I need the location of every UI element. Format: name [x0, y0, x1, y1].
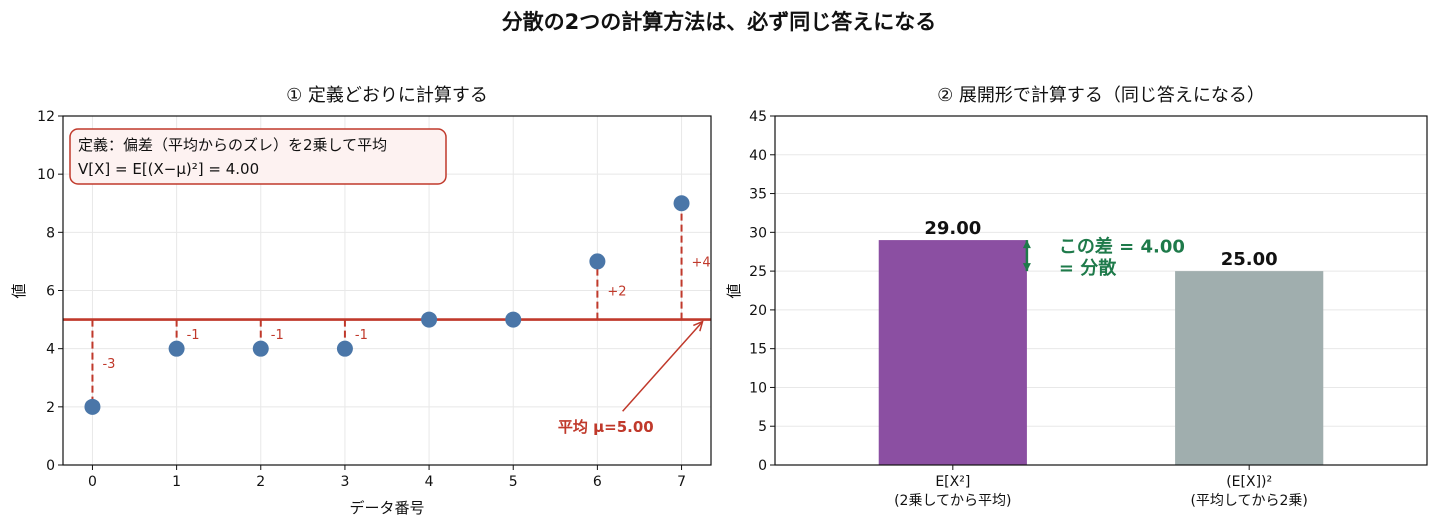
difference-annotation-line1: この差 = 4.00 [1059, 235, 1185, 257]
deviation-label: -1 [355, 328, 368, 343]
bar [878, 240, 1027, 465]
data-point [505, 311, 522, 328]
right-y-tick-label: 15 [749, 342, 767, 358]
mean-annotation-arrow [622, 321, 704, 412]
data-point [421, 311, 438, 328]
bar-value-label: 29.00 [924, 218, 981, 239]
right-grid [775, 115, 1427, 466]
deviation-label: -1 [271, 328, 284, 343]
right-y-tick-label: 45 [749, 109, 767, 125]
left-y-tick-label: 12 [37, 109, 55, 125]
difference-annotation-line2: = 分散 [1059, 257, 1117, 279]
data-point [673, 195, 690, 212]
right-y-tick-label: 35 [749, 187, 767, 203]
left-x-axis-label: データ番号 [349, 499, 424, 517]
data-point [84, 398, 101, 415]
left-y-tick-label: 0 [46, 458, 55, 474]
left-x-tick-label: 0 [88, 474, 97, 490]
left-y-axis-label: 値 [10, 283, 28, 298]
data-point [168, 340, 185, 357]
right-y-tick-label: 30 [749, 225, 767, 241]
right-y-tick-label: 20 [749, 303, 767, 319]
right-x-tick-label-line2: (平均してから2乗) [1190, 493, 1307, 509]
right-y-axis-label: 値 [725, 283, 743, 298]
right-x-tick-label-line2: (2乗してから平均) [894, 493, 1011, 509]
left-x-tick-label: 6 [593, 474, 602, 490]
definition-box-frame [69, 128, 447, 185]
left-chart-title: ① 定義どおりに計算する [286, 85, 488, 106]
bar [1175, 271, 1324, 465]
right-y-tick-label: 40 [749, 148, 767, 164]
deviation-label: -3 [102, 357, 115, 372]
right-x-tick-label-line1: E[X²] [935, 474, 970, 490]
data-point [589, 253, 606, 270]
left-x-tick-label: 7 [677, 474, 686, 490]
right-chart: ② 展開形で計算する（同じ答えになる） 29.00 25.00 この差 = 4.00… [725, 85, 1428, 509]
left-x-tick-label: 2 [256, 474, 265, 490]
right-ticks: 0 5 10 15 20 25 30 35 40 45 E[X²] (2乗してから平均) (E[X])²… [749, 109, 1308, 509]
right-y-tick-label: 5 [758, 419, 767, 435]
left-y-tick-label: 4 [46, 342, 55, 358]
left-marks: -3 -1 -1 -1 +2 +4 平均 μ=5.00 [63, 195, 711, 436]
left-y-tick-label: 10 [37, 167, 55, 183]
definition-box-line1: 定義：偏差（平均からのズレ）を2乗して平均 [78, 136, 387, 154]
difference-arrowhead-top [1022, 240, 1031, 249]
left-y-tick-label: 2 [46, 400, 55, 416]
bar-value-label: 25.00 [1221, 249, 1278, 270]
deviation-label: -1 [187, 328, 200, 343]
right-y-tick-label: 10 [749, 380, 767, 396]
right-y-tick-label: 0 [758, 458, 767, 474]
definition-box: 定義：偏差（平均からのズレ）を2乗して平均 V[X] = E[(X−μ)²] =… [69, 128, 447, 185]
right-marks: 29.00 25.00 この差 = 4.00= 分散 [878, 218, 1324, 465]
left-x-tick-label: 5 [509, 474, 518, 490]
left-y-tick-label: 8 [46, 225, 55, 241]
right-plot-frame [774, 115, 1428, 466]
difference-arrowhead-bottom [1022, 263, 1031, 272]
data-point [336, 340, 353, 357]
deviation-label: +4 [692, 255, 711, 270]
right-y-tick-label: 25 [749, 264, 767, 280]
left-y-tick-label: 6 [46, 284, 55, 300]
definition-box-line2: V[X] = E[(X−μ)²] = 4.00 [78, 160, 259, 178]
left-x-tick-label: 4 [425, 474, 434, 490]
left-x-tick-label: 3 [340, 474, 349, 490]
deviation-label: +2 [607, 285, 626, 300]
mean-annotation: 平均 μ=5.00 [558, 418, 654, 436]
data-point [252, 340, 269, 357]
mean-annotation-arrowhead [693, 320, 704, 332]
figure-title: 分散の2つの計算方法は、必ず同じ答えになる [502, 10, 937, 34]
right-chart-title: ② 展開形で計算する（同じ答えになる） [937, 85, 1265, 106]
right-x-tick-label-line1: (E[X])² [1226, 474, 1272, 490]
left-x-tick-label: 1 [172, 474, 181, 490]
